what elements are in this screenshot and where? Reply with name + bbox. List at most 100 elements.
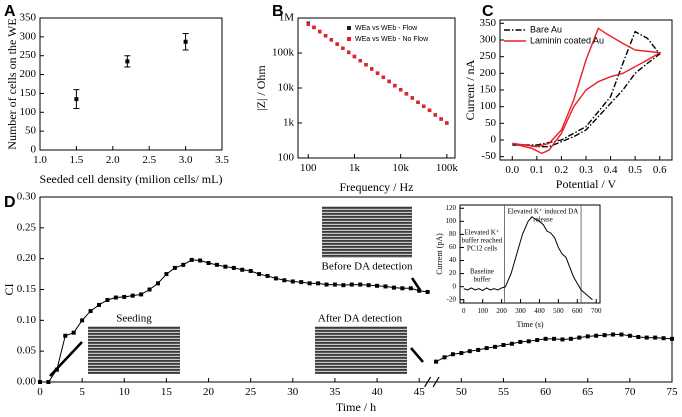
data-point <box>381 75 386 80</box>
x-tick-label: 0.0 <box>505 164 519 176</box>
y-tick-label: 250 <box>20 49 37 61</box>
y-tick-label: 200 <box>20 68 37 80</box>
y-tick-label: 50 <box>25 125 37 137</box>
legend-label: WEa vs WEb - No Flow <box>355 36 429 43</box>
data-point <box>206 260 211 265</box>
data-point <box>139 292 144 297</box>
x-tick-label: 25 <box>245 386 257 398</box>
data-point <box>71 330 76 335</box>
data-point <box>122 294 127 299</box>
x-tick-label: 2.0 <box>106 154 120 166</box>
data-point <box>434 359 439 364</box>
data-point <box>80 318 85 323</box>
x-tick-label: 20 <box>203 386 215 398</box>
x-tick-label: 600 <box>572 307 583 315</box>
panel-label: C <box>482 3 494 20</box>
data-point <box>476 347 481 352</box>
data-point <box>282 278 287 283</box>
x-tick-label: 60 <box>540 386 552 398</box>
data-point <box>164 272 169 277</box>
axis-break <box>424 376 432 388</box>
data-point <box>349 282 354 287</box>
data-point <box>619 332 624 337</box>
data-point <box>290 279 295 284</box>
data-point <box>661 336 666 341</box>
data-point <box>526 339 531 344</box>
data-point <box>324 282 329 287</box>
data-point <box>433 113 438 117</box>
data-point <box>312 25 316 30</box>
annotation: PC12 cells <box>467 245 497 253</box>
data-point <box>393 83 397 88</box>
data-point <box>425 289 430 294</box>
data-point <box>358 58 362 63</box>
data-point <box>214 262 219 267</box>
data-point <box>88 309 93 314</box>
data-point <box>316 281 321 286</box>
x-axis-label: Time (s) <box>516 320 543 329</box>
data-point <box>370 67 374 71</box>
data-point <box>383 284 388 289</box>
x-tick-label: 40 <box>372 386 384 398</box>
data-point <box>366 283 371 288</box>
data-point <box>335 42 339 46</box>
axis-break <box>432 376 440 388</box>
data-point <box>398 88 403 92</box>
data-point <box>627 333 632 338</box>
data-point <box>74 97 79 102</box>
y-tick-label: 0.00 <box>17 376 37 388</box>
x-tick-label: 3.0 <box>179 154 193 166</box>
y-axis-label: CI <box>2 283 16 295</box>
inset-background <box>436 200 606 332</box>
plot-frame <box>39 17 223 151</box>
x-tick-label: 1k <box>349 162 361 174</box>
data-point <box>375 71 380 75</box>
data-point <box>467 349 472 354</box>
x-tick-label: 0.2 <box>555 164 569 176</box>
data-point <box>189 257 194 262</box>
annotation: Baseline <box>470 268 494 276</box>
data-point <box>240 267 245 272</box>
x-axis-label: Seeded cell density (milion cells/ mL) <box>40 172 223 186</box>
data-point <box>442 355 447 360</box>
plot-frame <box>459 204 601 304</box>
data-point <box>341 46 345 50</box>
y-tick-label: 100k <box>272 47 295 59</box>
y-tick-label: 150 <box>480 84 497 96</box>
x-tick-label: 300 <box>515 307 526 315</box>
data-point <box>63 333 68 338</box>
x-tick-label: 1.5 <box>70 154 84 166</box>
annotation: buffer reached <box>462 237 503 245</box>
annotation: Before DA detection <box>321 261 413 273</box>
annotation: After DA detection <box>318 313 403 325</box>
data-point <box>38 380 42 384</box>
data-point <box>410 96 414 100</box>
data-point <box>560 337 565 342</box>
y-tick-label: 80 <box>449 230 457 238</box>
y-tick-label: 60 <box>449 243 457 251</box>
x-tick-label: 0.1 <box>530 164 544 176</box>
data-point <box>577 335 582 340</box>
x-tick-label: 75 <box>667 386 679 398</box>
x-tick-label: 500 <box>553 307 564 315</box>
data-point <box>459 351 464 356</box>
data-point <box>585 334 590 339</box>
x-tick-label: 700 <box>591 307 602 315</box>
data-point <box>346 50 351 55</box>
data-point <box>352 54 357 59</box>
annotation: Elevated K⁺ induced DA <box>508 208 579 216</box>
y-tick-label: 350 <box>20 12 37 24</box>
data-point <box>307 281 312 286</box>
data-point <box>518 339 523 344</box>
y-tick-label: 100 <box>20 106 37 118</box>
data-point <box>450 352 455 357</box>
panel-label: D <box>4 194 16 211</box>
legend-label: Bare Au <box>530 24 562 34</box>
annotation: buffer <box>474 276 492 284</box>
data-point <box>318 29 322 34</box>
x-axis-label: Potential / V <box>556 177 617 191</box>
data-point <box>375 283 380 288</box>
y-tick-label: 1M <box>279 12 295 24</box>
legend-swatch <box>347 26 351 30</box>
x-tick-label: 30 <box>287 386 299 398</box>
